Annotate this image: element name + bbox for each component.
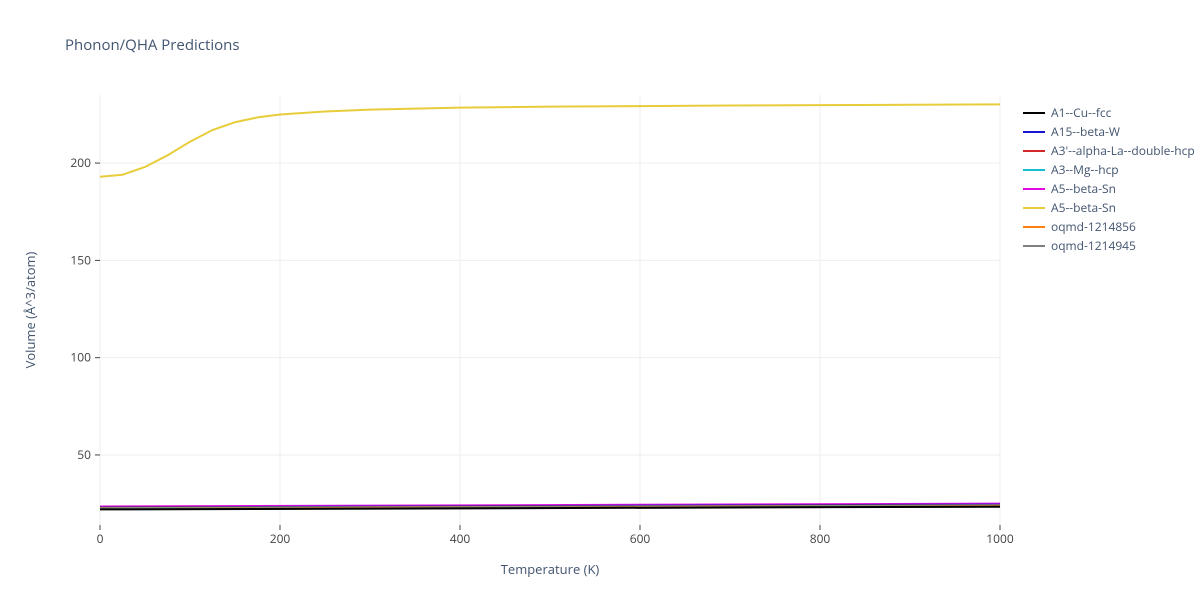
chart-container: Phonon/QHA Predictions 02004006008001000… — [0, 0, 1200, 600]
legend-item[interactable]: A1--Cu--fcc — [1023, 103, 1195, 122]
legend-label: oqmd-1214945 — [1051, 237, 1136, 254]
legend-swatch — [1023, 169, 1045, 171]
svg-text:200: 200 — [270, 530, 291, 547]
svg-text:100: 100 — [70, 349, 91, 366]
legend-label: A15--beta-W — [1051, 123, 1120, 140]
chart-plot-area[interactable]: 0 200 400 600 800 1000 50 100 150 200 — [0, 0, 1200, 600]
legend-swatch — [1023, 188, 1045, 190]
legend-item[interactable]: A15--beta-W — [1023, 122, 1195, 141]
legend-swatch — [1023, 112, 1045, 114]
legend-label: A5--beta-Sn — [1051, 180, 1116, 197]
y-axis-label-text: Volume (Å^3/atom) — [21, 252, 39, 369]
legend-item[interactable]: oqmd-1214856 — [1023, 217, 1195, 236]
legend-item[interactable]: A5--beta-Sn — [1023, 198, 1195, 217]
legend-swatch — [1023, 150, 1045, 152]
svg-text:400: 400 — [450, 530, 471, 547]
svg-text:50: 50 — [77, 446, 91, 463]
legend-item[interactable]: A5--beta-Sn — [1023, 179, 1195, 198]
x-axis-label: Temperature (K) — [100, 560, 1000, 578]
legend-label: A3'--alpha-La--double-hcp — [1051, 142, 1195, 159]
legend-swatch — [1023, 226, 1045, 228]
legend-swatch — [1023, 131, 1045, 133]
legend-item[interactable]: A3--Mg--hcp — [1023, 160, 1195, 179]
svg-text:800: 800 — [810, 530, 831, 547]
y-axis-label: Volume (Å^3/atom) — [21, 252, 39, 369]
svg-text:0: 0 — [97, 530, 104, 547]
x-axis-label-text: Temperature (K) — [501, 560, 600, 578]
svg-text:200: 200 — [70, 154, 91, 171]
svg-text:150: 150 — [70, 251, 91, 268]
legend-label: oqmd-1214856 — [1051, 218, 1136, 235]
legend-label: A3--Mg--hcp — [1051, 161, 1119, 178]
legend-item[interactable]: oqmd-1214945 — [1023, 236, 1195, 255]
legend-label: A1--Cu--fcc — [1051, 104, 1111, 121]
legend-label: A5--beta-Sn — [1051, 199, 1116, 216]
svg-text:600: 600 — [630, 530, 651, 547]
legend-item[interactable]: A3'--alpha-La--double-hcp — [1023, 141, 1195, 160]
legend: A1--Cu--fcc A15--beta-W A3'--alpha-La--dou… — [1023, 103, 1195, 255]
svg-text:1000: 1000 — [986, 530, 1014, 547]
legend-swatch — [1023, 245, 1045, 247]
legend-swatch — [1023, 207, 1045, 209]
